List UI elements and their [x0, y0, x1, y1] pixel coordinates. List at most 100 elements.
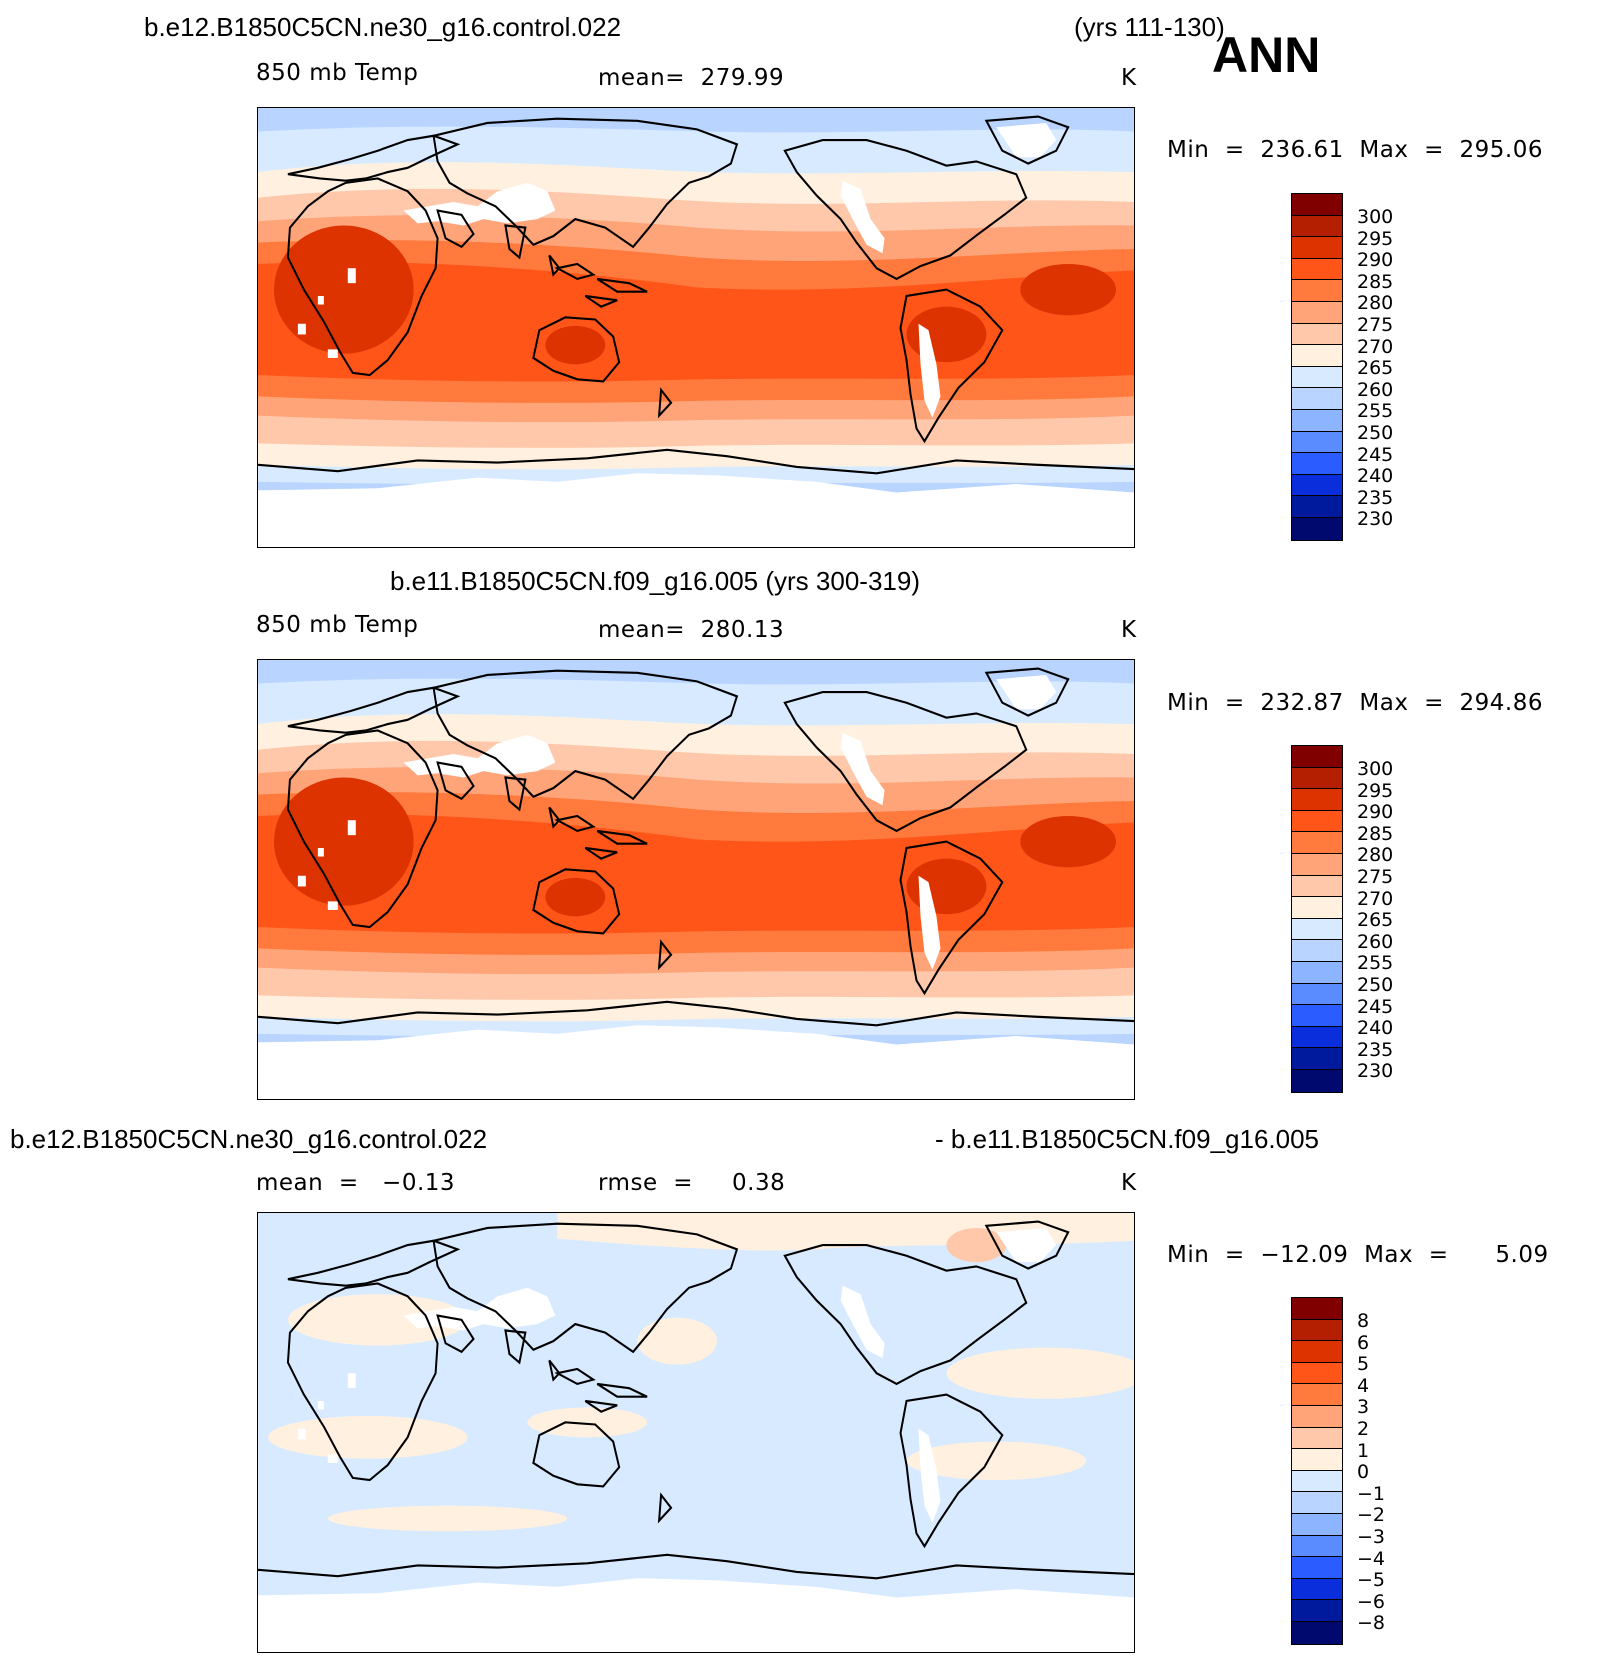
- colorbar-tick-label: 290: [1357, 801, 1394, 824]
- colorbar-swatch: [1292, 1048, 1342, 1070]
- colorbar-tick-label: 4: [1357, 1374, 1370, 1397]
- colorbar-tick-label: −3: [1357, 1526, 1386, 1548]
- colorbar-swatch: [1292, 983, 1342, 1006]
- colorbar-tick-label: 240: [1357, 1017, 1394, 1040]
- panel3-mean: mean = −0.13: [256, 1170, 456, 1196]
- colorbar-swatch: [1292, 517, 1342, 540]
- colorbar-tick-label: 255: [1357, 952, 1394, 975]
- panel2-case-title: b.e11.B1850C5CN.f09_g16.005 (yrs 300-319…: [390, 566, 920, 596]
- colorbar-swatch: [1292, 388, 1342, 410]
- colorbar-swatch: [1292, 767, 1342, 790]
- panel1-units: K: [1121, 65, 1137, 91]
- panel3-case-subtracted: - b.e11.B1850C5CN.f09_g16.005: [935, 1124, 1320, 1154]
- colorbar-swatch: [1292, 875, 1342, 898]
- panel2-mean: mean= 280.13: [598, 617, 785, 643]
- colorbar-tick-label: 275: [1357, 866, 1394, 888]
- colorbar-tick-label: 230: [1357, 508, 1394, 531]
- colorbar-swatch: [1292, 1026, 1342, 1049]
- colorbar-swatch: [1292, 280, 1342, 302]
- colorbar-swatch: [1292, 1362, 1342, 1385]
- panel1-case-title: b.e12.B1850C5CN.ne30_g16.control.022: [144, 12, 622, 42]
- colorbar-tick-label: 6: [1357, 1331, 1370, 1354]
- colorbar-swatch: [1292, 1405, 1342, 1428]
- colorbar-tick-label: 8: [1357, 1310, 1370, 1332]
- colorbar-swatch: [1292, 1449, 1342, 1471]
- colorbar-tick-label: 230: [1357, 1060, 1394, 1083]
- colorbar-tick-label: −5: [1357, 1569, 1386, 1592]
- colorbar-tick-label: 265: [1357, 357, 1394, 380]
- colorbar-swatch: [1292, 323, 1342, 346]
- colorbar-swatch: [1292, 496, 1342, 518]
- colorbar-swatch: [1292, 1492, 1342, 1514]
- colorbar-swatch: [1292, 1578, 1342, 1601]
- panel3-rmse: rmse = 0.38: [598, 1170, 786, 1196]
- colorbar-swatch: [1292, 1298, 1342, 1320]
- colorbar-tick-label: 235: [1357, 1038, 1394, 1061]
- panel3-colorbar: [1291, 1297, 1343, 1645]
- colorbar-tick-label: 250: [1357, 422, 1394, 444]
- colorbar-swatch: [1292, 897, 1342, 919]
- colorbar-tick-label: 300: [1357, 758, 1394, 780]
- colorbar-tick-label: 0: [1357, 1461, 1370, 1484]
- panel1-minmax: Min = 236.61 Max = 295.06: [1167, 137, 1543, 163]
- colorbar-swatch: [1292, 366, 1342, 389]
- colorbar-swatch: [1292, 1513, 1342, 1536]
- panel1-variable: 850 mb Temp: [256, 60, 419, 86]
- colorbar-swatch: [1292, 1069, 1342, 1092]
- colorbar-tick-label: 270: [1357, 335, 1394, 358]
- panel2-minmax: Min = 232.87 Max = 294.86: [1167, 690, 1543, 716]
- colorbar-tick-label: 280: [1357, 844, 1394, 867]
- colorbar-tick-label: −2: [1357, 1504, 1386, 1527]
- panel2-map: [257, 659, 1135, 1100]
- panel1-map: [257, 107, 1135, 548]
- colorbar-tick-label: 260: [1357, 378, 1394, 401]
- panel3-minmax: Min = −12.09 Max = 5.09: [1167, 1242, 1549, 1268]
- colorbar-swatch: [1292, 961, 1342, 984]
- colorbar-tick-label: 265: [1357, 909, 1394, 932]
- colorbar-tick-label: 250: [1357, 974, 1394, 996]
- colorbar-swatch: [1292, 453, 1342, 475]
- colorbar-tick-label: −6: [1357, 1590, 1386, 1613]
- colorbar-swatch: [1292, 940, 1342, 962]
- colorbar-tick-label: 235: [1357, 486, 1394, 509]
- colorbar-tick-label: 260: [1357, 930, 1394, 953]
- colorbar-tick-label: 245: [1357, 995, 1394, 1018]
- colorbar-swatch: [1292, 1535, 1342, 1558]
- colorbar-swatch: [1292, 1005, 1342, 1027]
- panel2-variable: 850 mb Temp: [256, 612, 419, 638]
- colorbar-swatch: [1292, 1470, 1342, 1493]
- panel3-map: [257, 1212, 1135, 1653]
- season-label: ANN: [1212, 27, 1321, 83]
- panel3-case-title: b.e12.B1850C5CN.ne30_g16.control.022: [10, 1124, 488, 1154]
- colorbar-swatch: [1292, 1384, 1342, 1406]
- panel1-colorbar: [1291, 193, 1343, 541]
- colorbar-swatch: [1292, 1319, 1342, 1342]
- colorbar-tick-label: −4: [1357, 1547, 1386, 1570]
- panel2-units: K: [1121, 617, 1137, 643]
- colorbar-tick-label: 1: [1357, 1439, 1370, 1462]
- colorbar-swatch: [1292, 1557, 1342, 1579]
- panel1-mean: mean= 279.99: [598, 65, 785, 91]
- colorbar-swatch: [1292, 746, 1342, 768]
- colorbar-tick-label: 5: [1357, 1353, 1370, 1376]
- colorbar-swatch: [1292, 431, 1342, 454]
- colorbar-tick-label: 255: [1357, 400, 1394, 423]
- colorbar-swatch: [1292, 345, 1342, 367]
- panel2-colorbar: [1291, 745, 1343, 1093]
- colorbar-swatch: [1292, 832, 1342, 854]
- colorbar-tick-label: 245: [1357, 443, 1394, 466]
- colorbar-tick-label: 290: [1357, 249, 1394, 272]
- colorbar-tick-label: 295: [1357, 779, 1394, 802]
- colorbar-tick-label: 285: [1357, 822, 1394, 845]
- colorbar-swatch: [1292, 1600, 1342, 1622]
- colorbar-tick-label: −1: [1357, 1482, 1386, 1505]
- colorbar-swatch: [1292, 853, 1342, 876]
- colorbar-swatch: [1292, 215, 1342, 238]
- colorbar-tick-label: 270: [1357, 887, 1394, 910]
- colorbar-tick-label: 3: [1357, 1396, 1370, 1419]
- colorbar-tick-label: 300: [1357, 206, 1394, 228]
- colorbar-tick-label: 240: [1357, 465, 1394, 488]
- colorbar-tick-label: 275: [1357, 314, 1394, 336]
- colorbar-tick-label: 2: [1357, 1418, 1370, 1440]
- colorbar-swatch: [1292, 301, 1342, 324]
